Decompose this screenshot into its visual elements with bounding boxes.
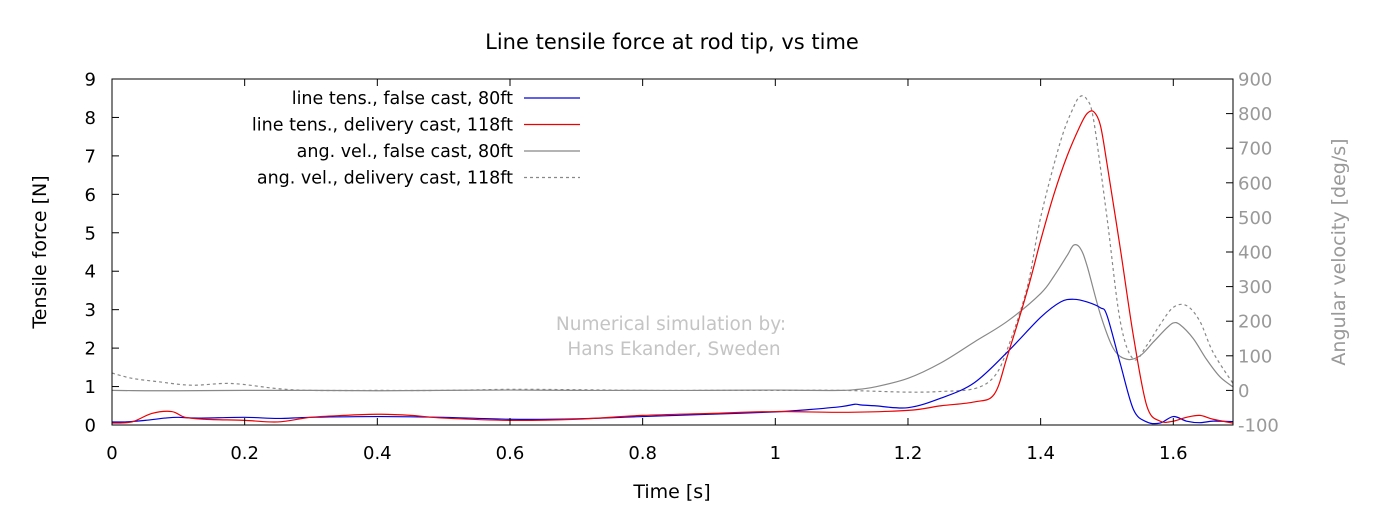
x-tick-label: 1.6 — [1159, 443, 1188, 464]
y2-tick-label: 700 — [1238, 139, 1272, 160]
y-tick-label: 5 — [85, 223, 96, 244]
y-tick-label: 3 — [85, 300, 96, 321]
x-tick-label: 0.6 — [496, 443, 525, 464]
y2-tick-label: -100 — [1238, 416, 1279, 437]
x-axis-label: Time [s] — [632, 481, 710, 503]
y-tick-label: 7 — [85, 146, 96, 167]
series-layer — [111, 95, 1234, 425]
y-tick-label: 4 — [85, 262, 96, 283]
y-tick-label: 1 — [85, 377, 96, 398]
annotation: Numerical simulation by: Hans Ekander, S… — [556, 314, 786, 360]
x-tick-label: 0.2 — [230, 443, 259, 464]
y2-tick-label: 200 — [1238, 312, 1272, 333]
y-tick-label: 9 — [85, 70, 96, 91]
x-tick-label: 0.4 — [363, 443, 392, 464]
y-tick-label: 8 — [85, 108, 96, 129]
y-tick-label: 2 — [85, 339, 96, 360]
x-tick-label: 0.8 — [628, 443, 657, 464]
series-line-1 — [111, 298, 1234, 425]
legend-label: line tens., delivery cast, 118ft — [252, 116, 513, 136]
x-tick-label: 1.2 — [894, 443, 923, 464]
legend: line tens., false cast, 80ft line tens., … — [252, 89, 580, 189]
annotation-line-2: Hans Ekander, Sweden — [567, 339, 780, 360]
legend-label: ang. vel., false cast, 80ft — [297, 142, 513, 162]
y2-tick-label: 500 — [1238, 208, 1272, 229]
y2-tick-label: 800 — [1238, 104, 1272, 125]
y-tick-label: 6 — [85, 185, 96, 206]
y2-axis-label: Angular velocity [deg/s] — [1328, 138, 1350, 365]
x-tick-label: 1.4 — [1026, 443, 1055, 464]
x-tick-label: 0 — [106, 443, 117, 464]
legend-label: line tens., false cast, 80ft — [292, 89, 513, 109]
y2-tick-label: 600 — [1238, 173, 1272, 194]
series-line-3 — [111, 244, 1234, 392]
y2-tick-label: 100 — [1238, 346, 1272, 367]
y2-tick-label: 900 — [1238, 70, 1272, 91]
y-axis-label: Tensile force [N] — [29, 175, 51, 329]
y2-tick-label: 400 — [1238, 243, 1272, 264]
chart-title: Line tensile force at rod tip, vs time — [485, 30, 859, 54]
y2-tick-label: 300 — [1238, 277, 1272, 298]
x-tick-label: 1 — [770, 443, 781, 464]
series-line-2 — [111, 110, 1234, 424]
y2-tick-label: 0 — [1238, 381, 1249, 402]
y-tick-label: 0 — [85, 416, 96, 437]
ticks-layer: 0 0.2 0.4 0.6 0.8 1 1.2 1.4 1.6 0 1 2 3 4 5 6 7 8 9 -100 0 10… — [85, 70, 1279, 465]
annotation-line-1: Numerical simulation by: — [556, 314, 786, 335]
legend-label: ang. vel., delivery cast, 118ft — [257, 169, 513, 189]
